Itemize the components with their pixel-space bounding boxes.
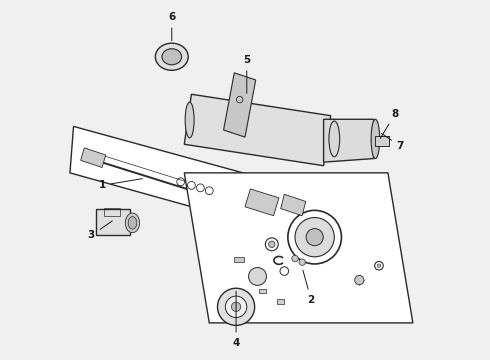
Circle shape: [231, 302, 241, 311]
Text: 1: 1: [98, 179, 142, 190]
Bar: [234, 257, 245, 262]
Bar: [259, 289, 267, 293]
Text: 4: 4: [232, 291, 240, 347]
Text: 7: 7: [381, 133, 404, 151]
Polygon shape: [184, 94, 331, 166]
Bar: [375, 136, 389, 146]
Text: 3: 3: [88, 221, 112, 240]
Circle shape: [306, 229, 323, 246]
Circle shape: [225, 296, 247, 318]
Ellipse shape: [185, 102, 194, 138]
Circle shape: [355, 275, 364, 285]
Polygon shape: [81, 148, 106, 167]
Ellipse shape: [162, 49, 182, 65]
Text: 8: 8: [380, 109, 399, 138]
Ellipse shape: [371, 119, 380, 158]
Polygon shape: [245, 189, 279, 216]
Circle shape: [295, 217, 334, 257]
Bar: [96, 208, 130, 235]
Ellipse shape: [329, 121, 340, 157]
Circle shape: [377, 264, 381, 267]
Text: 2: 2: [303, 270, 315, 305]
Circle shape: [218, 288, 255, 325]
Polygon shape: [70, 126, 295, 234]
Bar: [277, 299, 284, 303]
Ellipse shape: [155, 43, 188, 70]
Circle shape: [248, 267, 267, 285]
Bar: [104, 208, 120, 216]
Polygon shape: [323, 119, 373, 162]
Ellipse shape: [128, 217, 137, 229]
Polygon shape: [281, 194, 306, 216]
Circle shape: [269, 241, 275, 248]
Circle shape: [299, 259, 305, 265]
Ellipse shape: [125, 213, 140, 233]
Text: 6: 6: [168, 13, 175, 41]
Text: 5: 5: [243, 55, 250, 93]
Polygon shape: [223, 73, 256, 137]
Circle shape: [292, 255, 298, 262]
Polygon shape: [184, 173, 413, 323]
